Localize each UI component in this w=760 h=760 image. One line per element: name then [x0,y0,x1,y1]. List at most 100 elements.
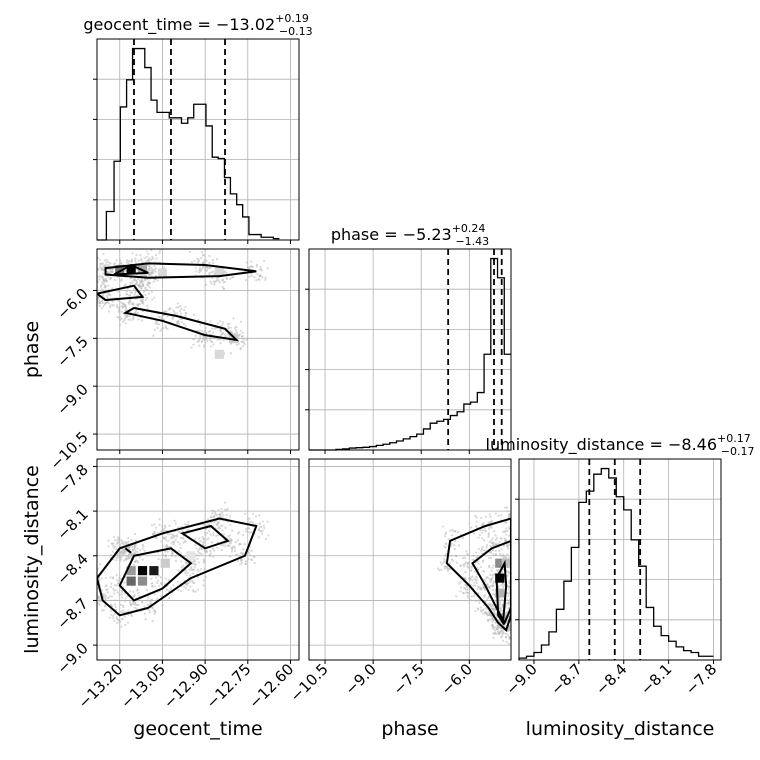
scatter-point [166,550,169,553]
scatter-point [158,518,161,521]
scatter-point [137,603,140,606]
scatter-point [250,260,253,263]
scatter-point [198,329,201,332]
scatter-point [135,603,138,607]
scatter-point [124,283,127,286]
scatter-point [208,266,211,270]
scatter-point [132,590,135,594]
scatter-point [159,530,162,533]
scatter-point [444,542,448,545]
density-cell [495,558,505,568]
scatter-point [159,329,162,332]
scatter-point [93,294,95,296]
scatter-point [244,563,248,566]
scatter-point [112,545,115,548]
scatter-point [479,606,482,609]
scatter-point [205,266,208,269]
scatter-point [137,591,140,594]
scatter-point [491,573,494,577]
scatter-point [127,537,130,540]
scatter-point [103,279,106,282]
scatter-point [109,576,112,579]
scatter-point [125,307,128,310]
scatter-point [184,569,188,572]
scatter-point [157,315,161,318]
scatter-point [514,581,516,583]
scatter-point [110,595,114,598]
scatter-point [515,540,517,542]
scatter-point [491,616,494,619]
title-lower-error: −0.17 [721,445,755,458]
scatter-point [103,303,106,306]
scatter-point [513,560,515,562]
density-cell [495,588,505,598]
scatter-point [505,640,508,643]
scatter-point [131,549,134,552]
scatter-point [450,554,453,557]
scatter-point [170,554,174,557]
scatter-point [204,320,207,323]
scatter-point [153,523,156,526]
scatter-point [514,633,516,635]
scatter-point [477,548,480,551]
scatter-point [186,582,189,585]
scatter-point [117,582,120,585]
scatter-point [106,275,109,278]
scatter-point [516,594,518,596]
scatter-point [200,340,204,343]
scatter-point [125,541,128,544]
scatter-point [213,283,216,286]
scatter-point [122,551,126,554]
scatter-point [239,329,242,332]
scatter-point [482,539,486,542]
scatter-point [112,547,115,550]
scatter-point [171,317,175,320]
scatter-point [492,553,495,556]
scatter-point [492,592,495,596]
scatter-point [516,610,518,612]
scatter-point [457,544,461,547]
contour-line [179,524,230,550]
scatter-point [516,532,518,534]
scatter-point [212,331,215,334]
scatter-point [190,260,194,264]
scatter-point [172,541,175,544]
density-cell [160,558,170,568]
scatter-point [477,592,480,595]
scatter-point [485,544,489,547]
scatter-point [505,598,509,601]
scatter-point [123,549,126,552]
scatter-point [255,265,258,268]
x-tick-label: −13.05 [117,660,169,712]
scatter-point [239,551,243,555]
scatter-point [507,571,510,574]
scatter-point [498,597,501,600]
scatter-point [143,549,146,552]
title-phase: phase = −5.23+0.24 −1.43 [331,222,489,248]
scatter-point [177,588,180,591]
scatter-point [495,536,498,540]
scatter-point [215,257,219,261]
scatter-point [500,584,503,587]
scatter-point [161,553,165,556]
scatter-point [143,605,146,608]
scatter-point [93,283,95,285]
scatter-point [102,595,105,598]
scatter-point [134,309,138,313]
scatter-point [119,261,123,264]
scatter-point [494,534,497,537]
scatter-point [470,595,473,598]
scatter-point [120,556,123,559]
scatter-point [117,579,120,582]
scatter-point [255,263,258,266]
scatter-point [450,558,454,561]
scatter-point [229,326,232,329]
scatter-point [148,267,151,270]
scatter-point [465,550,468,553]
scatter-point [267,534,270,537]
scatter-point [132,563,135,567]
scatter-point [477,568,480,571]
scatter-point [145,250,149,253]
scatter-point [115,559,118,562]
scatter-point [494,538,497,542]
